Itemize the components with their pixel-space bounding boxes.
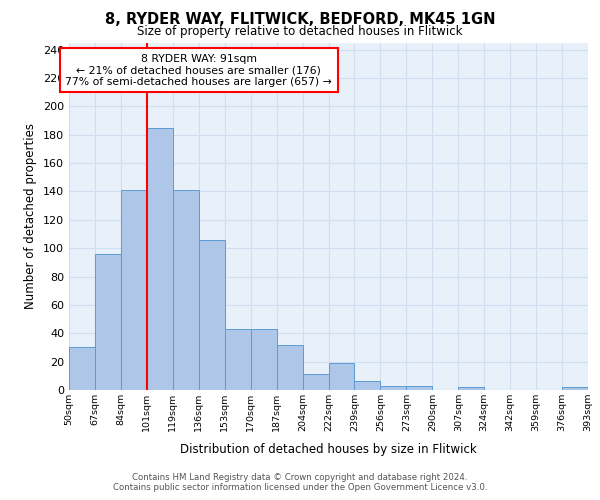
Bar (95, 254, 121, 390)
Bar (302, 374, 329, 390)
Bar (225, 329, 251, 390)
Bar (173, 190, 199, 390)
Text: Size of property relative to detached houses in Flitwick: Size of property relative to detached ho… (137, 25, 463, 38)
Bar (251, 329, 277, 390)
Text: Contains public sector information licensed under the Open Government Licence v3: Contains public sector information licen… (113, 484, 487, 492)
Bar (147, 128, 173, 390)
Text: Distribution of detached houses by size in Flitwick: Distribution of detached houses by size … (181, 442, 477, 456)
Bar (199, 240, 224, 390)
Y-axis label: Number of detached properties: Number of detached properties (25, 123, 37, 309)
Text: 8, RYDER WAY, FLITWICK, BEDFORD, MK45 1GN: 8, RYDER WAY, FLITWICK, BEDFORD, MK45 1G… (105, 12, 495, 28)
Bar (69, 348, 95, 390)
Text: Contains HM Land Registry data © Crown copyright and database right 2024.: Contains HM Land Registry data © Crown c… (132, 472, 468, 482)
Bar (458, 387, 484, 390)
Bar (406, 386, 432, 390)
Text: 8 RYDER WAY: 91sqm
← 21% of detached houses are smaller (176)
77% of semi-detach: 8 RYDER WAY: 91sqm ← 21% of detached hou… (65, 54, 332, 87)
Bar (329, 363, 355, 390)
Bar (562, 387, 588, 390)
Bar (380, 386, 406, 390)
Bar (277, 344, 302, 390)
Bar (355, 382, 380, 390)
Bar (121, 190, 147, 390)
